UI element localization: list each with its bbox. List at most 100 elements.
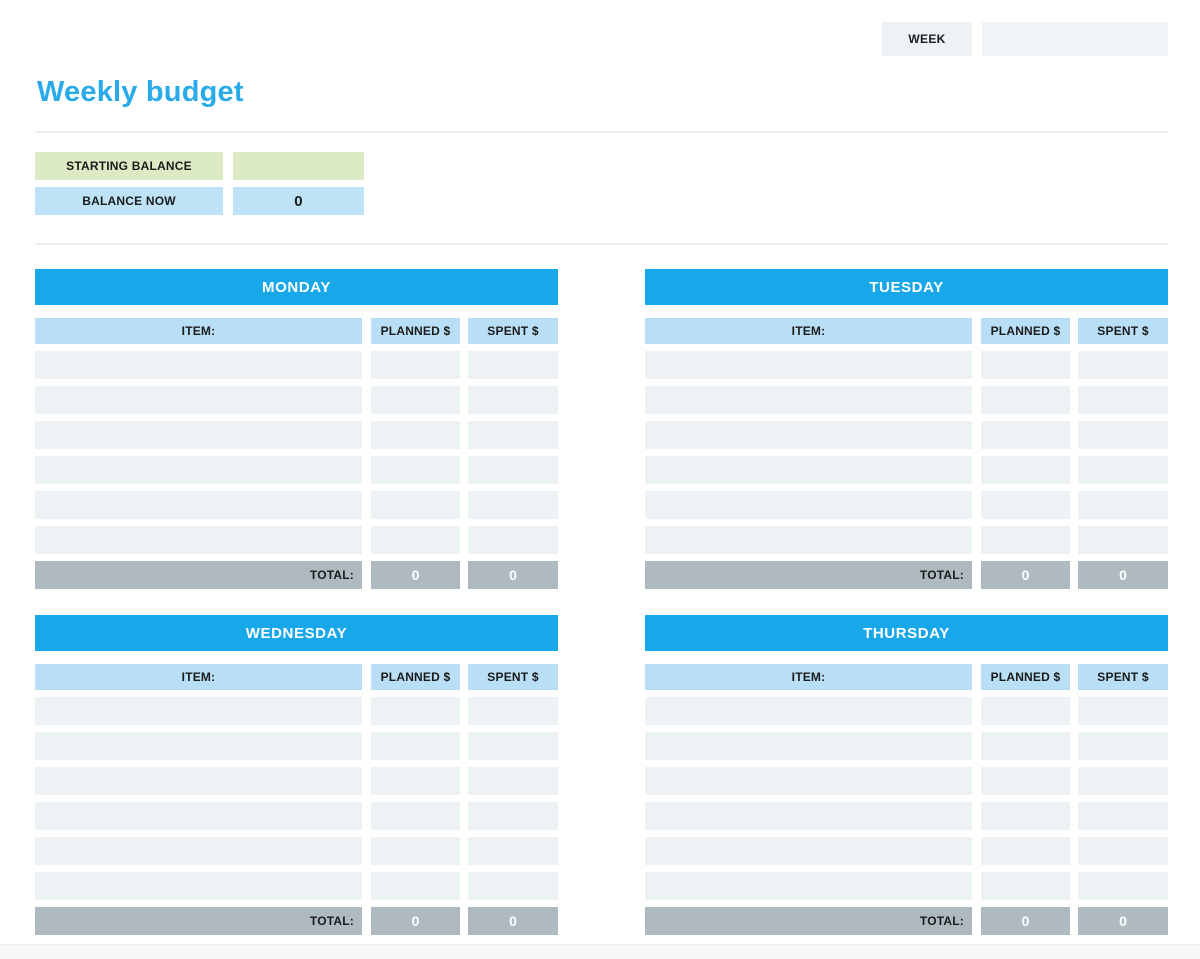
planned-cell[interactable] [371,351,460,379]
planned-cell[interactable] [371,767,460,795]
item-cell[interactable] [645,421,972,449]
total-planned-value: 0 [371,907,460,935]
planned-cell[interactable] [981,802,1070,830]
spent-cell[interactable] [1078,456,1168,484]
spent-cell[interactable] [1078,386,1168,414]
planned-cell[interactable] [981,421,1070,449]
spent-column-header: SPENT $ [1078,318,1168,344]
item-column-header: ITEM: [645,664,972,690]
item-cell[interactable] [645,767,972,795]
day-tables-grid: MONDAY ITEM: PLANNED $ SPENT $ [35,269,1168,935]
item-cell[interactable] [35,386,362,414]
planned-cell[interactable] [981,767,1070,795]
table-row [35,421,558,449]
planned-cell[interactable] [981,872,1070,900]
spent-cell[interactable] [468,526,558,554]
item-cell[interactable] [645,802,972,830]
item-cell[interactable] [35,351,362,379]
table-row [645,456,1168,484]
table-row [35,802,558,830]
item-cell[interactable] [645,872,972,900]
starting-balance-value-cell[interactable] [233,152,364,180]
spent-cell[interactable] [1078,872,1168,900]
spent-cell[interactable] [468,351,558,379]
total-label: TOTAL: [645,561,972,589]
item-cell[interactable] [645,386,972,414]
item-cell[interactable] [35,767,362,795]
planned-cell[interactable] [371,456,460,484]
planned-cell[interactable] [981,386,1070,414]
planned-cell[interactable] [371,837,460,865]
divider [35,131,1168,133]
spent-cell[interactable] [1078,732,1168,760]
item-cell[interactable] [645,837,972,865]
planned-cell[interactable] [371,386,460,414]
spent-cell[interactable] [1078,351,1168,379]
monday-table: MONDAY ITEM: PLANNED $ SPENT $ [35,269,558,589]
item-cell[interactable] [645,351,972,379]
spent-cell[interactable] [1078,697,1168,725]
item-cell[interactable] [645,697,972,725]
item-cell[interactable] [645,732,972,760]
table-row [35,386,558,414]
planned-column-header: PLANNED $ [371,318,460,344]
planned-column-header: PLANNED $ [981,664,1070,690]
item-column-header: ITEM: [35,664,362,690]
spent-cell[interactable] [468,837,558,865]
planned-cell[interactable] [981,351,1070,379]
planned-cell[interactable] [981,526,1070,554]
item-cell[interactable] [35,837,362,865]
planned-cell[interactable] [371,491,460,519]
planned-cell[interactable] [371,872,460,900]
spent-cell[interactable] [1078,837,1168,865]
table-row [35,491,558,519]
item-cell[interactable] [645,456,972,484]
item-cell[interactable] [645,491,972,519]
item-column-header: ITEM: [35,318,362,344]
planned-cell[interactable] [371,732,460,760]
planned-cell[interactable] [371,421,460,449]
item-cell[interactable] [35,421,362,449]
table-row [645,697,1168,725]
spent-cell[interactable] [468,491,558,519]
balance-now-row: BALANCE NOW 0 [35,187,364,215]
page-title: Weekly budget [37,76,244,108]
item-cell[interactable] [645,526,972,554]
planned-cell[interactable] [981,697,1070,725]
spent-cell[interactable] [468,767,558,795]
planned-cell[interactable] [981,837,1070,865]
planned-cell[interactable] [371,697,460,725]
week-label: WEEK [882,22,972,56]
item-cell[interactable] [35,802,362,830]
planned-cell[interactable] [981,732,1070,760]
total-label: TOTAL: [35,907,362,935]
item-cell[interactable] [35,872,362,900]
spent-cell[interactable] [1078,767,1168,795]
spent-cell[interactable] [468,697,558,725]
spent-cell[interactable] [468,802,558,830]
item-cell[interactable] [35,456,362,484]
spent-cell[interactable] [1078,802,1168,830]
item-cell[interactable] [35,697,362,725]
item-cell[interactable] [35,526,362,554]
spent-cell[interactable] [1078,421,1168,449]
item-cell[interactable] [35,732,362,760]
spent-cell[interactable] [468,732,558,760]
spent-cell[interactable] [468,456,558,484]
spent-cell[interactable] [468,421,558,449]
planned-cell[interactable] [371,802,460,830]
wednesday-header: WEDNESDAY [35,615,558,651]
spent-cell[interactable] [1078,526,1168,554]
spent-cell[interactable] [468,386,558,414]
table-row [35,351,558,379]
planned-cell[interactable] [371,526,460,554]
planned-cell[interactable] [981,456,1070,484]
total-spent-value: 0 [1078,561,1168,589]
table-row [645,732,1168,760]
spent-cell[interactable] [468,872,558,900]
table-row [645,351,1168,379]
week-value-cell[interactable] [982,22,1168,56]
spent-cell[interactable] [1078,491,1168,519]
planned-cell[interactable] [981,491,1070,519]
item-cell[interactable] [35,491,362,519]
